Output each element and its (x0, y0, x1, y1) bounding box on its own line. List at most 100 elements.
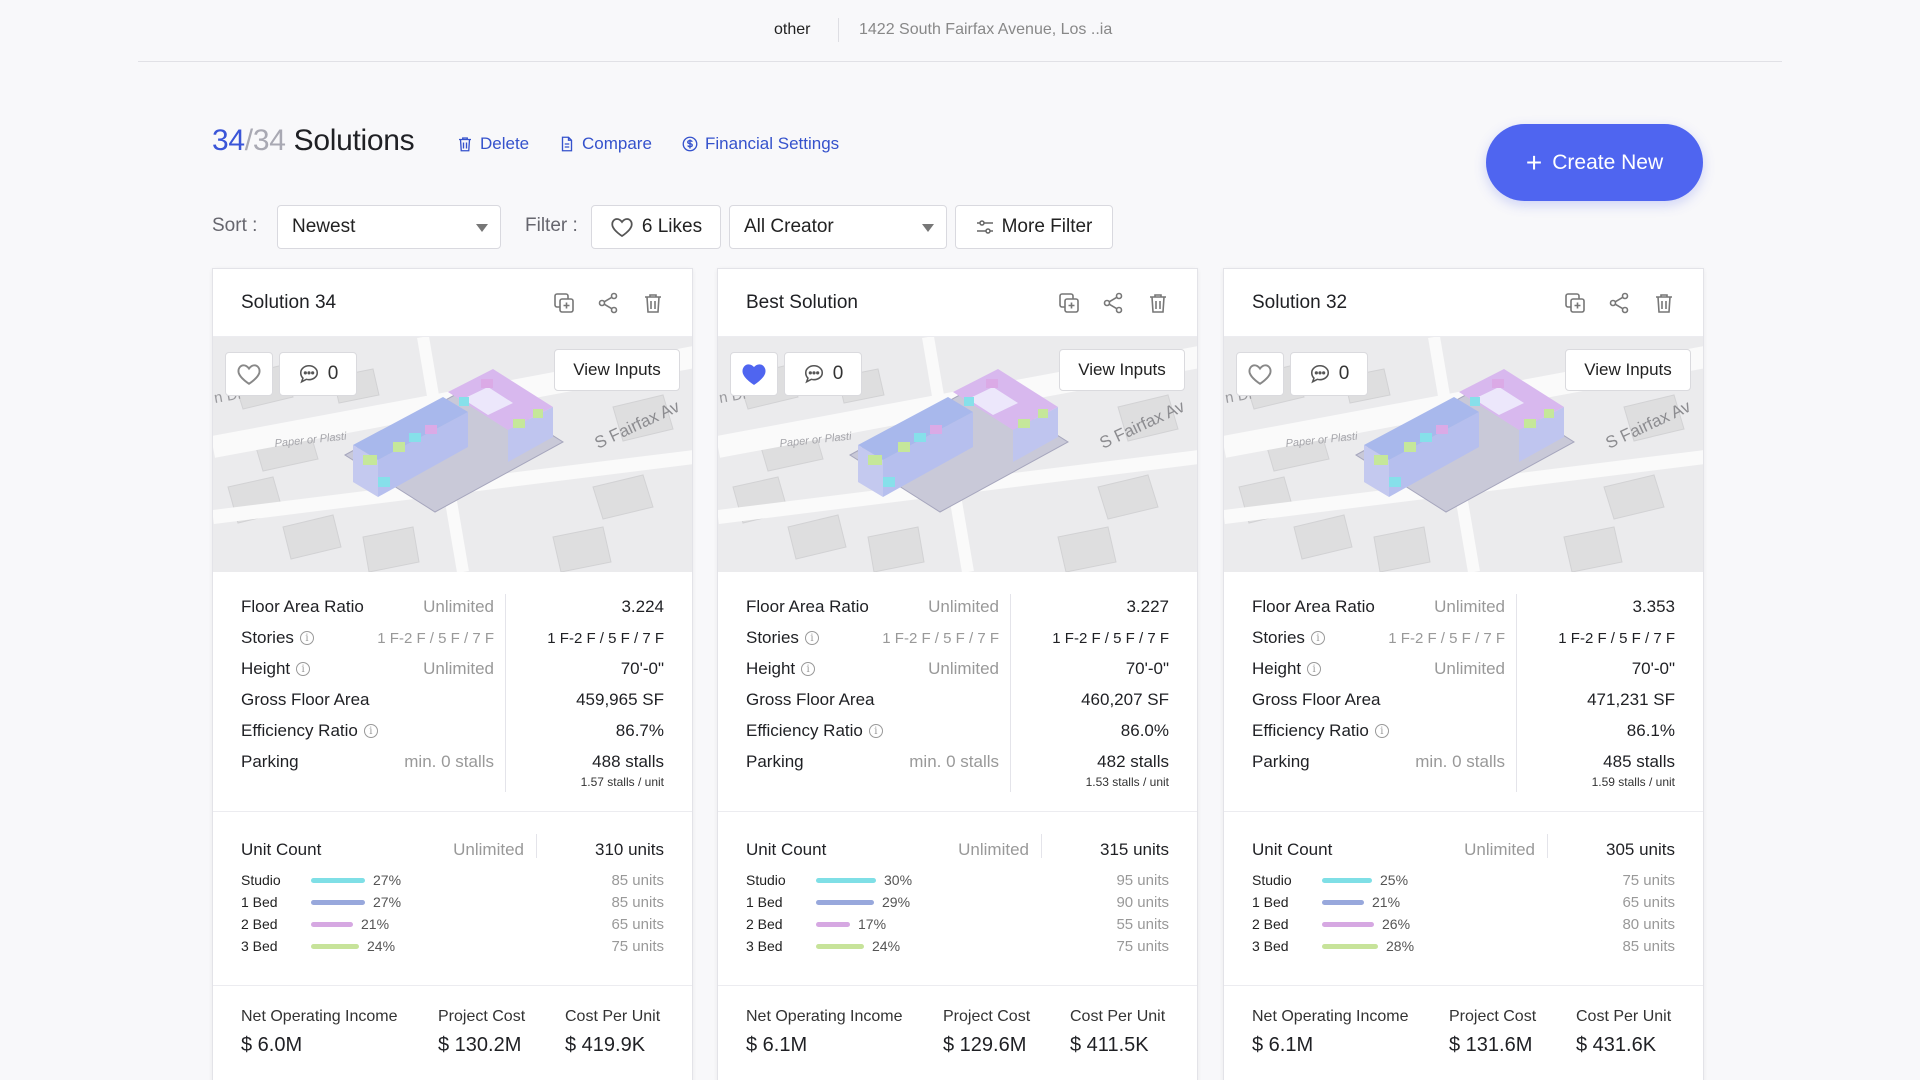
studio-label: Studio (1252, 872, 1292, 888)
unit-count-section: Unit Count Unlimited 305 units Studio 25… (1224, 812, 1703, 986)
create-new-button[interactable]: + Create New (1486, 124, 1703, 201)
bed1-units: 90 units (1116, 894, 1169, 911)
duplicate-icon[interactable] (1563, 291, 1587, 315)
comment-count: 0 (832, 363, 844, 384)
share-icon[interactable] (596, 291, 620, 315)
like-button[interactable] (225, 352, 273, 396)
bed3-units: 75 units (611, 938, 664, 955)
like-button[interactable] (730, 352, 778, 396)
height-row: Height i Unlimited 70'-0" (1252, 659, 1675, 683)
bed3-bar (816, 944, 864, 949)
info-icon[interactable]: i (1310, 631, 1325, 645)
compare-button[interactable]: Compare (558, 134, 652, 154)
unit-count-label: Unit Count (241, 840, 322, 859)
solution-title[interactable]: Solution 34 (241, 292, 337, 313)
solution-card[interactable]: Solution 34 (212, 268, 693, 1080)
caret-down-icon (922, 224, 934, 232)
project-cost-block: Project Cost $ 131.6M (1449, 1008, 1536, 1057)
building-massing (1364, 369, 1564, 497)
noi-block: Net Operating Income $ 6.1M (1252, 1008, 1409, 1057)
stories-value: 1 F-2 F / 5 F / 7 F (1558, 630, 1675, 647)
delete-button[interactable]: Delete (456, 134, 529, 154)
solution-card[interactable]: Best Solution (717, 268, 1198, 1080)
unit-row-3bed: 3 Bed 24% 75 units (746, 938, 1169, 956)
financial-settings-button[interactable]: Financial Settings (681, 134, 839, 154)
info-icon[interactable]: i (363, 724, 378, 738)
share-icon[interactable] (1607, 291, 1631, 315)
info-icon[interactable]: i (804, 631, 819, 645)
height-limit: Unlimited (1434, 659, 1505, 678)
divider (1010, 594, 1011, 792)
height-label-wrap: Height i (1252, 659, 1322, 679)
comment-button[interactable]: 0 (784, 352, 862, 396)
info-icon[interactable]: i (296, 662, 311, 676)
building-massing-map[interactable]: S Fairfax Av Paper or Plasti n Di (718, 337, 1197, 572)
solution-card[interactable]: Solution 32 (1223, 268, 1704, 1080)
stories-label-wrap: Stories i (241, 628, 314, 648)
view-inputs-button[interactable]: View Inputs (1059, 349, 1185, 391)
unit-row-studio: Studio 30% 95 units (746, 872, 1169, 890)
info-icon[interactable]: i (1307, 662, 1322, 676)
solution-title[interactable]: Solution 32 (1252, 292, 1348, 313)
bed3-units: 85 units (1622, 938, 1675, 955)
duplicate-icon[interactable] (1057, 291, 1081, 315)
cost-per-unit-value: $ 419.9K (565, 1034, 646, 1056)
project-cost-label: Project Cost (943, 1008, 1031, 1025)
building-massing-map[interactable]: S Fairfax Av Paper or Plasti n Di (213, 337, 692, 572)
cost-per-unit-block: Cost Per Unit $ 419.9K (565, 1008, 660, 1057)
gfa-label: Gross Floor Area (746, 690, 875, 709)
noi-label: Net Operating Income (241, 1008, 398, 1025)
noi-label: Net Operating Income (746, 1008, 903, 1025)
gfa-value: 460,207 SF (1081, 690, 1169, 709)
project-cost-block: Project Cost $ 129.6M (943, 1008, 1030, 1057)
bed1-label: 1 Bed (241, 894, 278, 910)
count-current: 34 (212, 124, 245, 157)
share-icon[interactable] (1101, 291, 1125, 315)
caret-down-icon (476, 224, 488, 232)
trash-icon[interactable] (641, 291, 665, 315)
comment-button[interactable]: 0 (279, 352, 357, 396)
height-label: Height (1252, 659, 1302, 678)
like-button[interactable] (1236, 352, 1284, 396)
likes-filter-button[interactable]: 6 Likes (591, 205, 721, 249)
efficiency-label-wrap: Efficiency Ratio i (241, 721, 378, 741)
heart-icon (742, 364, 766, 385)
stories-limit: 1 F-2 F / 5 F / 7 F (1388, 630, 1505, 647)
sort-select[interactable]: Newest (277, 205, 501, 249)
info-icon[interactable]: i (868, 724, 883, 738)
info-icon[interactable]: i (299, 631, 314, 645)
height-row: Height i Unlimited 70'-0" (241, 659, 664, 683)
stories-label: Stories (241, 628, 294, 647)
comment-count: 0 (327, 363, 339, 384)
view-inputs-button[interactable]: View Inputs (554, 349, 680, 391)
parking-row: Parking min. 0 stalls 488 stalls 1.57 st… (241, 752, 664, 789)
info-icon[interactable]: i (801, 662, 816, 676)
far-limit: Unlimited (928, 597, 999, 616)
duplicate-icon[interactable] (552, 291, 576, 315)
project-address[interactable]: 1422 South Fairfax Avenue, Los ..ia (859, 21, 1113, 38)
solution-title[interactable]: Best Solution (746, 292, 858, 313)
unit-row-3bed: 3 Bed 28% 85 units (1252, 938, 1675, 956)
unit-row-studio: Studio 27% 85 units (241, 872, 664, 890)
project-name[interactable]: other (774, 21, 811, 38)
project-cost-block: Project Cost $ 130.2M (438, 1008, 525, 1057)
gfa-label: Gross Floor Area (1252, 690, 1381, 709)
trash-icon[interactable] (1652, 291, 1676, 315)
building-massing-map[interactable]: S Fairfax Av Paper or Plasti n Di (1224, 337, 1703, 572)
building-massing (858, 369, 1058, 497)
comment-button[interactable]: 0 (1290, 352, 1368, 396)
dollar-circle-icon (682, 136, 698, 152)
info-icon[interactable]: i (1374, 724, 1389, 738)
metrics-section: Floor Area Ratio Unlimited 3.353 Stories… (1224, 572, 1703, 812)
trash-icon[interactable] (1146, 291, 1170, 315)
comment-icon (804, 364, 823, 384)
unit-count-limit: Unlimited (958, 840, 1029, 859)
view-inputs-button[interactable]: View Inputs (1565, 349, 1691, 391)
cost-per-unit-label: Cost Per Unit (1576, 1008, 1672, 1025)
more-filter-button[interactable]: More Filter (955, 205, 1113, 249)
creator-select[interactable]: All Creator (729, 205, 947, 249)
efficiency-row: Efficiency Ratio i 86.7% (241, 721, 664, 745)
studio-units: 95 units (1116, 872, 1169, 889)
cost-per-unit-label: Cost Per Unit (565, 1008, 661, 1025)
far-label: Floor Area Ratio (241, 597, 364, 616)
